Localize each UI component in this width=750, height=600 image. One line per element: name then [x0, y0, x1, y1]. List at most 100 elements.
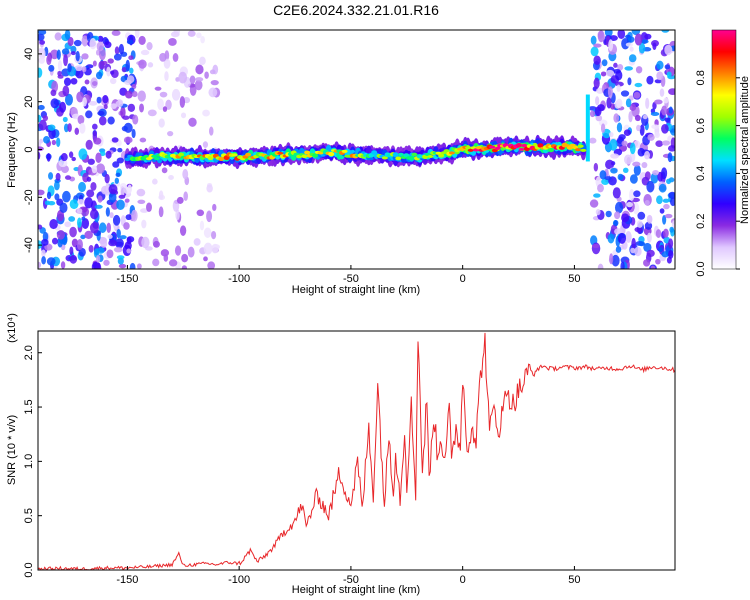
noise-speck: [115, 172, 121, 177]
ridge-mark: [304, 150, 311, 155]
ridge-mark: [408, 155, 415, 161]
noise-speck: [115, 100, 124, 108]
ridge-mark: [467, 148, 474, 152]
noise-speck: [152, 178, 158, 185]
noise-speck: [38, 146, 44, 152]
noise-speck: [634, 246, 642, 257]
noise-speck: [74, 127, 80, 135]
y-tick-label: 0.0: [23, 562, 35, 577]
noise-speck: [81, 35, 89, 47]
noise-speck: [126, 39, 134, 45]
noise-speck: [74, 65, 84, 72]
noise-speck: [107, 58, 114, 64]
noise-speck: [193, 238, 201, 246]
ridge-mark: [328, 151, 335, 157]
noise-speck: [84, 79, 90, 85]
noise-speck: [38, 114, 42, 123]
noise-speck: [93, 137, 102, 145]
noise-speck: [154, 86, 162, 91]
noise-speck: [621, 213, 630, 223]
noise-speck: [597, 263, 604, 269]
noise-speck: [50, 89, 57, 97]
noise-speck: [666, 178, 672, 185]
noise-speck: [124, 198, 130, 203]
x-tick-label: -50: [343, 574, 359, 586]
colorbar-tick-label: 0.4: [695, 166, 707, 181]
noise-speck: [595, 208, 601, 216]
noise-speck: [122, 115, 130, 120]
noise-speck: [658, 183, 667, 193]
noise-speck: [650, 265, 656, 269]
noise-speck: [610, 153, 620, 159]
noise-speck: [68, 151, 74, 159]
noise-speck: [669, 226, 674, 233]
noise-speck: [49, 218, 58, 230]
noise-speck: [634, 82, 643, 88]
noise-speck: [599, 170, 607, 180]
noise-speck: [598, 119, 608, 127]
noise-speck: [89, 222, 99, 234]
noise-speck: [634, 33, 643, 46]
noise-speck: [88, 245, 94, 253]
noise-speck: [630, 247, 636, 254]
ridge-mark: [427, 155, 434, 158]
noise-speck: [640, 39, 649, 44]
noise-speck: [650, 172, 659, 184]
noise-speck: [612, 187, 621, 199]
noise-speck: [631, 237, 636, 250]
noise-speck: [655, 229, 662, 238]
noise-speck: [105, 150, 112, 159]
ridge-mark: [403, 153, 410, 158]
noise-speck: [98, 116, 107, 126]
noise-speck: [593, 43, 602, 48]
noise-speck: [616, 98, 623, 109]
noise-speck: [168, 37, 177, 46]
noise-speck: [158, 206, 164, 218]
noise-speck: [613, 113, 620, 123]
noise-speck: [623, 154, 633, 165]
noise-speck: [71, 238, 79, 248]
noise-speck: [620, 261, 625, 269]
noise-speck: [163, 58, 171, 69]
noise-speck: [203, 256, 208, 262]
noise-speck: [195, 64, 204, 75]
noise-speck: [633, 190, 641, 198]
noise-speck: [647, 133, 655, 141]
noise-speck: [626, 201, 633, 208]
ridge-mark: [124, 157, 131, 162]
noise-speck: [635, 66, 643, 74]
noise-speck: [668, 250, 674, 259]
noise-speck: [664, 64, 671, 70]
noise-speck: [656, 71, 664, 81]
noise-speck: [92, 81, 98, 86]
noise-speck: [615, 70, 623, 81]
noise-speck: [77, 114, 85, 125]
noise-speck: [111, 30, 121, 36]
noise-speck: [644, 221, 653, 230]
noise-speck: [96, 96, 102, 104]
noise-speck: [159, 91, 168, 98]
noise-speck: [108, 239, 118, 247]
noise-speck: [109, 77, 117, 85]
noise-speck: [56, 137, 61, 148]
noise-speck: [152, 258, 160, 267]
noise-speck: [96, 262, 102, 269]
noise-speck: [47, 201, 56, 206]
spectrogram-y-ticks: -40 -20 0 20 40: [23, 48, 42, 253]
noise-speck: [646, 232, 652, 243]
noise-speck: [116, 255, 125, 260]
noise-speck: [643, 242, 652, 253]
noise-speck: [89, 38, 97, 50]
noise-speck: [200, 35, 205, 44]
ridge-mark: [381, 156, 388, 160]
y-tick-label: 1.5: [23, 399, 35, 414]
noise-speck: [668, 191, 675, 199]
noise-speck: [104, 173, 110, 184]
ridge-mark: [443, 149, 450, 153]
noise-speck: [92, 60, 97, 67]
noise-speck: [157, 98, 164, 111]
ridge-mark: [218, 156, 225, 161]
noise-speck: [620, 90, 630, 97]
noise-speck: [212, 203, 217, 212]
noise-speck: [97, 110, 105, 116]
